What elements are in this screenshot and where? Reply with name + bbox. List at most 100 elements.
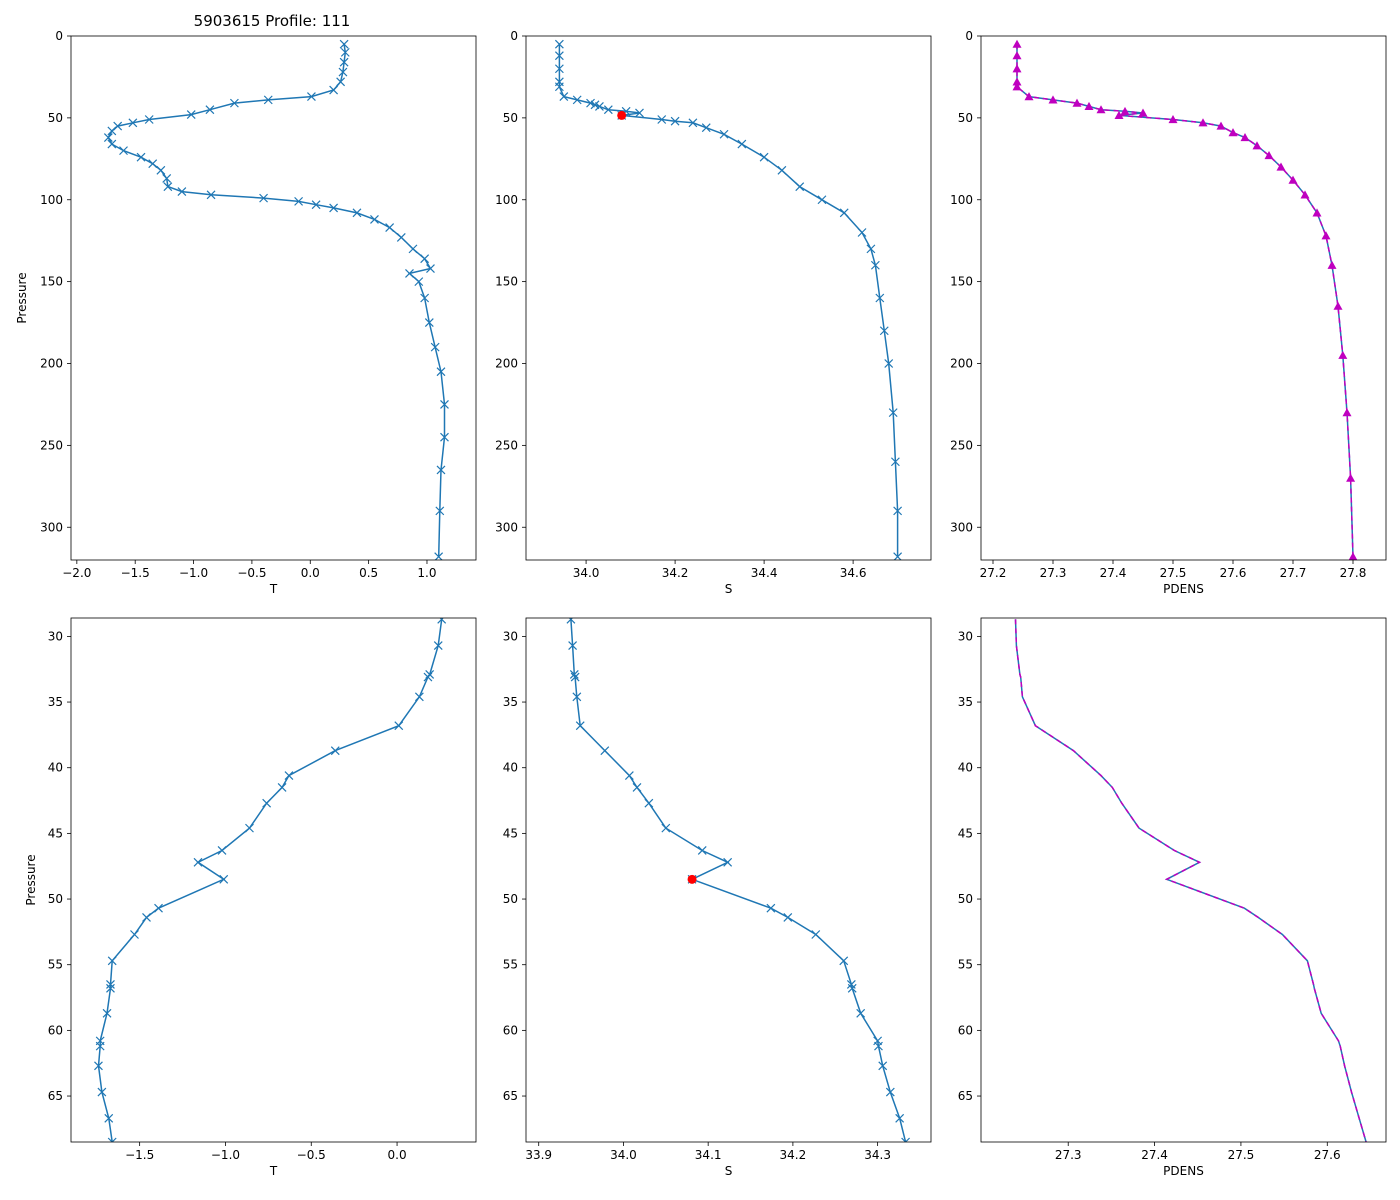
- x-axis-label: T: [269, 1164, 278, 1178]
- data-point: [205, 105, 215, 115]
- subplot-top-pdens: 27.2 27.3 27.4 27.5 27.6 27.7 27.8 0 50 100 150 200…: [950, 29, 1387, 596]
- data-point: [603, 105, 613, 115]
- data-point: [128, 118, 138, 128]
- data-point: [847, 983, 857, 993]
- data-point: [870, 260, 880, 270]
- data-point: [436, 465, 446, 475]
- data-point: [1120, 106, 1130, 115]
- data-point: [554, 82, 564, 92]
- data-point: [130, 930, 139, 939]
- data-point: [414, 692, 424, 702]
- y-tick-label: 55: [958, 958, 973, 972]
- data-point: [1338, 350, 1348, 359]
- y-tick-label: 200: [40, 357, 63, 371]
- subplot-bottom-salinity: 33.9 34.0 34.1 34.2 34.3 30 35 40 45 50 55 60 65 S: [503, 617, 932, 1178]
- axes-frame: [70, 35, 477, 561]
- series-line-dashed-PDENS: [1016, 44, 1354, 557]
- data-point: [857, 228, 867, 237]
- x-tick-label: 34.2: [780, 1148, 807, 1162]
- data-point: [263, 95, 273, 105]
- axes-frame: [980, 35, 1387, 561]
- data-point: [284, 771, 294, 781]
- data-point: [330, 746, 340, 756]
- data-point: [644, 798, 654, 808]
- data-point: [142, 913, 151, 922]
- data-point: [697, 846, 707, 855]
- y-tick-label: 40: [48, 761, 63, 775]
- data-point: [148, 159, 158, 169]
- data-point: [106, 983, 115, 993]
- x-tick-label: 27.6: [1220, 566, 1247, 580]
- figure-title: 5903615 Profile: 111: [194, 12, 351, 30]
- data-point: [440, 400, 449, 409]
- data-point: [1264, 151, 1274, 160]
- y-tick-label: 45: [958, 826, 973, 840]
- x-tick-label: 34.0: [610, 1148, 637, 1162]
- y-tick-label: 65: [48, 1089, 63, 1103]
- data-point: [723, 857, 733, 867]
- data-point: [839, 956, 849, 966]
- highlight-point: [687, 874, 697, 884]
- data-point: [737, 139, 747, 149]
- data-point: [97, 1087, 107, 1097]
- y-tick-label: 0: [510, 29, 518, 43]
- data-point: [107, 126, 117, 136]
- series-line-T: [97, 619, 443, 1142]
- series-line-S: [570, 619, 907, 1142]
- x-tick-label: −1.0: [179, 566, 208, 580]
- data-point: [339, 39, 349, 49]
- y-tick-label: 100: [495, 193, 518, 207]
- y-tick-label: 55: [503, 958, 518, 972]
- subplots-layer: −2.0 −1.5 −1.0 −0.5 0.0 0.5 1.0 0 50 100 150 200 250…: [15, 29, 1387, 1178]
- x-tick-label: 27.5: [1228, 1148, 1255, 1162]
- highlight-point: [617, 110, 627, 120]
- data-point: [104, 1113, 114, 1123]
- data-point: [1198, 118, 1208, 127]
- y-tick-label: 65: [503, 1089, 518, 1103]
- x-axis-label: PDENS: [1163, 582, 1204, 596]
- y-tick-label: 50: [48, 111, 63, 125]
- y-tick-label: 0: [55, 29, 63, 43]
- data-point: [259, 193, 269, 203]
- data-point: [1342, 408, 1352, 417]
- data-point: [554, 64, 564, 74]
- x-tick-label: 27.8: [1340, 566, 1367, 580]
- data-point: [405, 269, 414, 278]
- data-point: [875, 293, 885, 303]
- x-tick-label: 33.9: [525, 1148, 552, 1162]
- x-tick-label: 34.0: [573, 566, 600, 580]
- data-point: [893, 552, 903, 560]
- data-point: [206, 190, 216, 200]
- y-tick-label: 300: [950, 520, 973, 534]
- x-tick-label: 27.2: [980, 566, 1007, 580]
- data-point: [437, 618, 447, 624]
- data-point: [1012, 64, 1022, 73]
- data-point: [1072, 98, 1082, 107]
- series-line-PDENS: [1014, 619, 1367, 1142]
- plot-area: [554, 39, 903, 560]
- data-point: [102, 1008, 112, 1018]
- x-axis-label: T: [269, 582, 278, 596]
- data-point: [1228, 128, 1238, 137]
- y-tick-label: 300: [40, 520, 63, 534]
- x-tick-label: 27.5: [1160, 566, 1187, 580]
- data-point: [890, 457, 900, 467]
- data-point: [430, 342, 440, 352]
- y-tick-label: 250: [950, 438, 973, 452]
- data-point: [107, 139, 117, 149]
- data-point: [1288, 175, 1298, 184]
- data-point: [245, 823, 254, 833]
- x-tick-label: 27.4: [1100, 566, 1127, 580]
- data-point: [329, 85, 339, 95]
- data-point: [435, 506, 445, 516]
- y-tick-label: 200: [950, 357, 973, 371]
- data-point: [1333, 301, 1343, 310]
- y-tick-label: 40: [958, 761, 973, 775]
- y-tick-label: 35: [48, 695, 63, 709]
- x-tick-label: 34.3: [864, 1148, 891, 1162]
- data-point: [414, 277, 424, 287]
- y-tick-label: 30: [958, 629, 973, 643]
- x-tick-label: 27.3: [1055, 1148, 1082, 1162]
- y-tick-label: 250: [40, 438, 63, 452]
- data-point: [103, 133, 113, 142]
